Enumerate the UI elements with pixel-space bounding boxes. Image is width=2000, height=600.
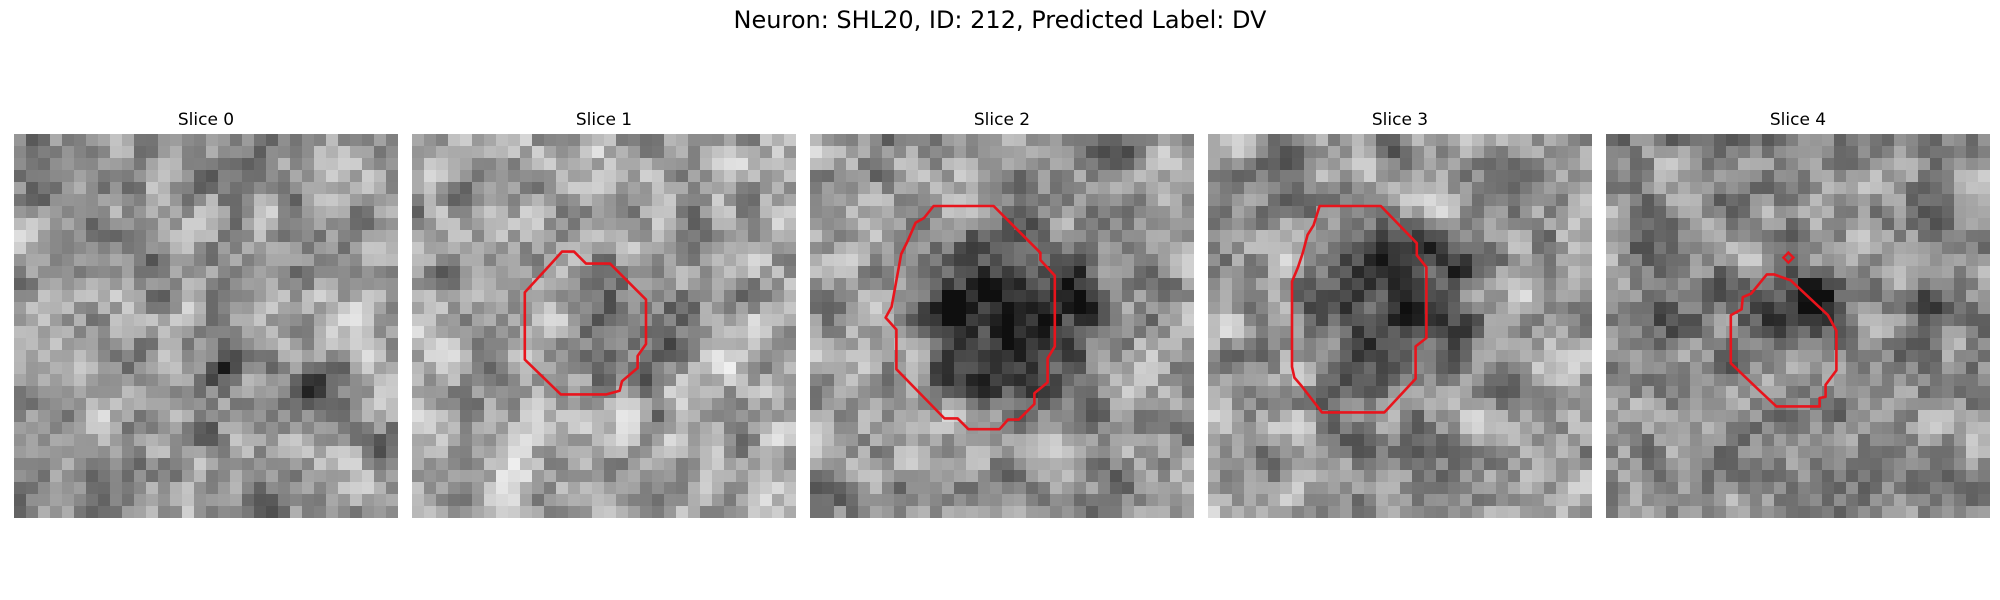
slice-panel-3: Slice 3 xyxy=(1208,108,1592,518)
slice-image xyxy=(412,134,796,518)
slice-title: Slice 2 xyxy=(973,110,1031,130)
slice-pixels xyxy=(412,134,796,518)
slice-title: Slice 0 xyxy=(177,110,235,130)
slice-title: Slice 4 xyxy=(1769,110,1827,130)
slice-pixels xyxy=(810,134,1194,518)
slice-image xyxy=(14,134,398,518)
segmentation-contour xyxy=(884,204,1057,431)
slice-image-svg xyxy=(1208,134,1592,518)
segmentation-contour xyxy=(1729,273,1838,408)
slice-image-svg xyxy=(412,134,796,518)
slice-image-svg xyxy=(1606,134,1990,518)
slice-panel-4: Slice 4 xyxy=(1606,108,1990,518)
slice-title: Slice 1 xyxy=(575,110,633,130)
segmentation-contour xyxy=(1290,204,1428,414)
slice-panel-1: Slice 1 xyxy=(412,108,796,518)
segmentation-contour xyxy=(523,250,648,396)
slice-pixels xyxy=(14,134,398,518)
figure-title: Neuron: SHL20, ID: 212, Predicted Label:… xyxy=(733,6,1267,34)
slice-image-svg xyxy=(810,134,1194,518)
slice-title: Slice 3 xyxy=(1371,110,1429,130)
slice-panel-2: Slice 2 xyxy=(810,108,1194,518)
slice-image-svg xyxy=(14,134,398,518)
slice-pixels xyxy=(1606,134,1990,518)
slice-image xyxy=(1208,134,1592,518)
slice-pixels xyxy=(1208,134,1592,518)
segmentation-contour-small xyxy=(1781,250,1796,265)
slice-image xyxy=(810,134,1194,518)
slice-image xyxy=(1606,134,1990,518)
slice-panel-0: Slice 0 xyxy=(14,108,398,518)
